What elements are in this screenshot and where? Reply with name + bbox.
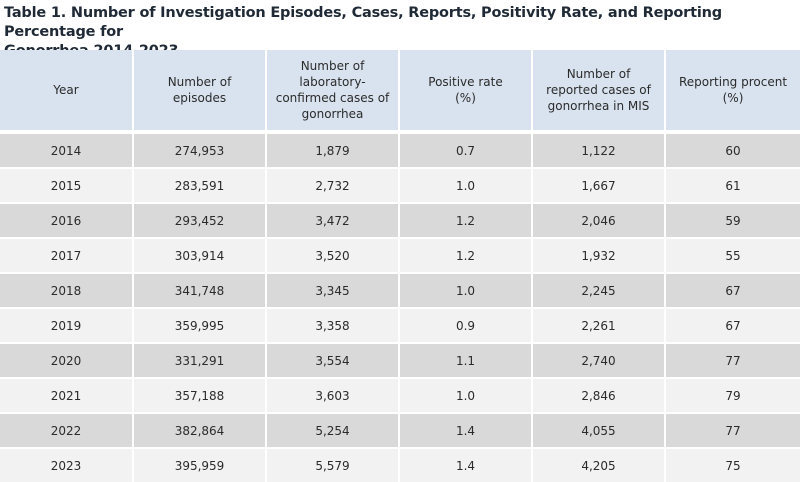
table-row: 2023 395,959 5,579 1.4 4,205 75 xyxy=(0,447,800,482)
cell-lab-confirmed-cases: 3,358 xyxy=(265,307,398,342)
header-line: laboratory- xyxy=(299,75,366,89)
header-line: Positive rate xyxy=(428,75,503,89)
cell-lab-confirmed-cases: 1,879 xyxy=(265,132,398,167)
cell-reported-cases-mis: 2,740 xyxy=(531,342,664,377)
header-line: Number of xyxy=(300,59,365,73)
header-line: gonorrhea in MIS xyxy=(547,99,650,113)
cell-positive-rate: 1.2 xyxy=(398,237,531,272)
cell-reporting-percent: 59 xyxy=(664,202,800,237)
header-line: gonorrhea xyxy=(301,107,364,121)
cell-positive-rate: 1.0 xyxy=(398,377,531,412)
cell-episodes: 395,959 xyxy=(132,447,265,482)
cell-reporting-percent: 77 xyxy=(664,412,800,447)
cell-year: 2019 xyxy=(0,307,132,342)
header-row: Year Number of episodes Number of labora… xyxy=(0,50,800,132)
cell-lab-confirmed-cases: 3,603 xyxy=(265,377,398,412)
table-row: 2019 359,995 3,358 0.9 2,261 67 xyxy=(0,307,800,342)
header-line: Number of xyxy=(566,67,631,81)
table-row: 2014 274,953 1,879 0.7 1,122 60 xyxy=(0,132,800,167)
cell-year: 2018 xyxy=(0,272,132,307)
cell-reported-cases-mis: 2,261 xyxy=(531,307,664,342)
header-line: (%) xyxy=(722,91,744,105)
cell-episodes: 341,748 xyxy=(132,272,265,307)
cell-positive-rate: 1.0 xyxy=(398,167,531,202)
cell-episodes: 293,452 xyxy=(132,202,265,237)
table-row: 2018 341,748 3,345 1.0 2,245 67 xyxy=(0,272,800,307)
cell-reporting-percent: 75 xyxy=(664,447,800,482)
cell-lab-confirmed-cases: 5,579 xyxy=(265,447,398,482)
cell-reported-cases-mis: 2,846 xyxy=(531,377,664,412)
cell-year: 2017 xyxy=(0,237,132,272)
header-line: Number of xyxy=(167,75,232,89)
cell-year: 2014 xyxy=(0,132,132,167)
cell-reported-cases-mis: 4,205 xyxy=(531,447,664,482)
cell-reported-cases-mis: 1,667 xyxy=(531,167,664,202)
cell-lab-confirmed-cases: 3,472 xyxy=(265,202,398,237)
header-line: confirmed cases of xyxy=(275,91,390,105)
cell-positive-rate: 1.0 xyxy=(398,272,531,307)
header-line: Reporting procent xyxy=(678,75,788,89)
cell-reporting-percent: 60 xyxy=(664,132,800,167)
cell-reporting-percent: 61 xyxy=(664,167,800,202)
cell-reporting-percent: 67 xyxy=(664,272,800,307)
table-body: 2014 274,953 1,879 0.7 1,122 60 2015 283,591 2,7… xyxy=(0,132,800,482)
header-reporting-percent: Reporting procent (%) xyxy=(664,50,800,132)
cell-reporting-percent: 55 xyxy=(664,237,800,272)
caption-line-1: Table 1. Number of Investigation Episode… xyxy=(4,5,722,40)
cell-lab-confirmed-cases: 3,520 xyxy=(265,237,398,272)
header-line: Year xyxy=(53,83,79,97)
cell-lab-confirmed-cases: 3,554 xyxy=(265,342,398,377)
header-line: episodes xyxy=(172,91,227,105)
cell-episodes: 382,864 xyxy=(132,412,265,447)
cell-reporting-percent: 77 xyxy=(664,342,800,377)
cell-episodes: 283,591 xyxy=(132,167,265,202)
cell-year: 2021 xyxy=(0,377,132,412)
table-row: 2020 331,291 3,554 1.1 2,740 77 xyxy=(0,342,800,377)
cell-episodes: 303,914 xyxy=(132,237,265,272)
cell-year: 2020 xyxy=(0,342,132,377)
cell-lab-confirmed-cases: 5,254 xyxy=(265,412,398,447)
cell-reported-cases-mis: 2,245 xyxy=(531,272,664,307)
header-year: Year xyxy=(0,50,132,132)
cell-year: 2023 xyxy=(0,447,132,482)
cell-episodes: 357,188 xyxy=(132,377,265,412)
cell-year: 2016 xyxy=(0,202,132,237)
table-row: 2016 293,452 3,472 1.2 2,046 59 xyxy=(0,202,800,237)
cell-episodes: 274,953 xyxy=(132,132,265,167)
table-row: 2017 303,914 3,520 1.2 1,932 55 xyxy=(0,237,800,272)
cell-year: 2022 xyxy=(0,412,132,447)
table-row: 2022 382,864 5,254 1.4 4,055 77 xyxy=(0,412,800,447)
cell-lab-confirmed-cases: 3,345 xyxy=(265,272,398,307)
cell-episodes: 331,291 xyxy=(132,342,265,377)
cell-reported-cases-mis: 2,046 xyxy=(531,202,664,237)
cell-reported-cases-mis: 1,932 xyxy=(531,237,664,272)
cell-positive-rate: 1.4 xyxy=(398,412,531,447)
cell-lab-confirmed-cases: 2,732 xyxy=(265,167,398,202)
header-positive-rate: Positive rate (%) xyxy=(398,50,531,132)
cell-reported-cases-mis: 4,055 xyxy=(531,412,664,447)
table-row: 2015 283,591 2,732 1.0 1,667 61 xyxy=(0,167,800,202)
cell-episodes: 359,995 xyxy=(132,307,265,342)
header-lab-confirmed-cases: Number of laboratory- confirmed cases of… xyxy=(265,50,398,132)
cell-reporting-percent: 67 xyxy=(664,307,800,342)
header-line: reported cases of xyxy=(546,83,651,97)
cell-positive-rate: 0.9 xyxy=(398,307,531,342)
header-episodes: Number of episodes xyxy=(132,50,265,132)
cell-positive-rate: 1.4 xyxy=(398,447,531,482)
cell-reporting-percent: 79 xyxy=(664,377,800,412)
cell-positive-rate: 1.1 xyxy=(398,342,531,377)
table-row: 2021 357,188 3,603 1.0 2,846 79 xyxy=(0,377,800,412)
cell-year: 2015 xyxy=(0,167,132,202)
header-line: (%) xyxy=(455,91,476,105)
gonorrhea-data-table: Year Number of episodes Number of labora… xyxy=(0,50,800,482)
cell-positive-rate: 1.2 xyxy=(398,202,531,237)
header-reported-cases-mis: Number of reported cases of gonorrhea in… xyxy=(531,50,664,132)
cell-reported-cases-mis: 1,122 xyxy=(531,132,664,167)
cell-positive-rate: 0.7 xyxy=(398,132,531,167)
